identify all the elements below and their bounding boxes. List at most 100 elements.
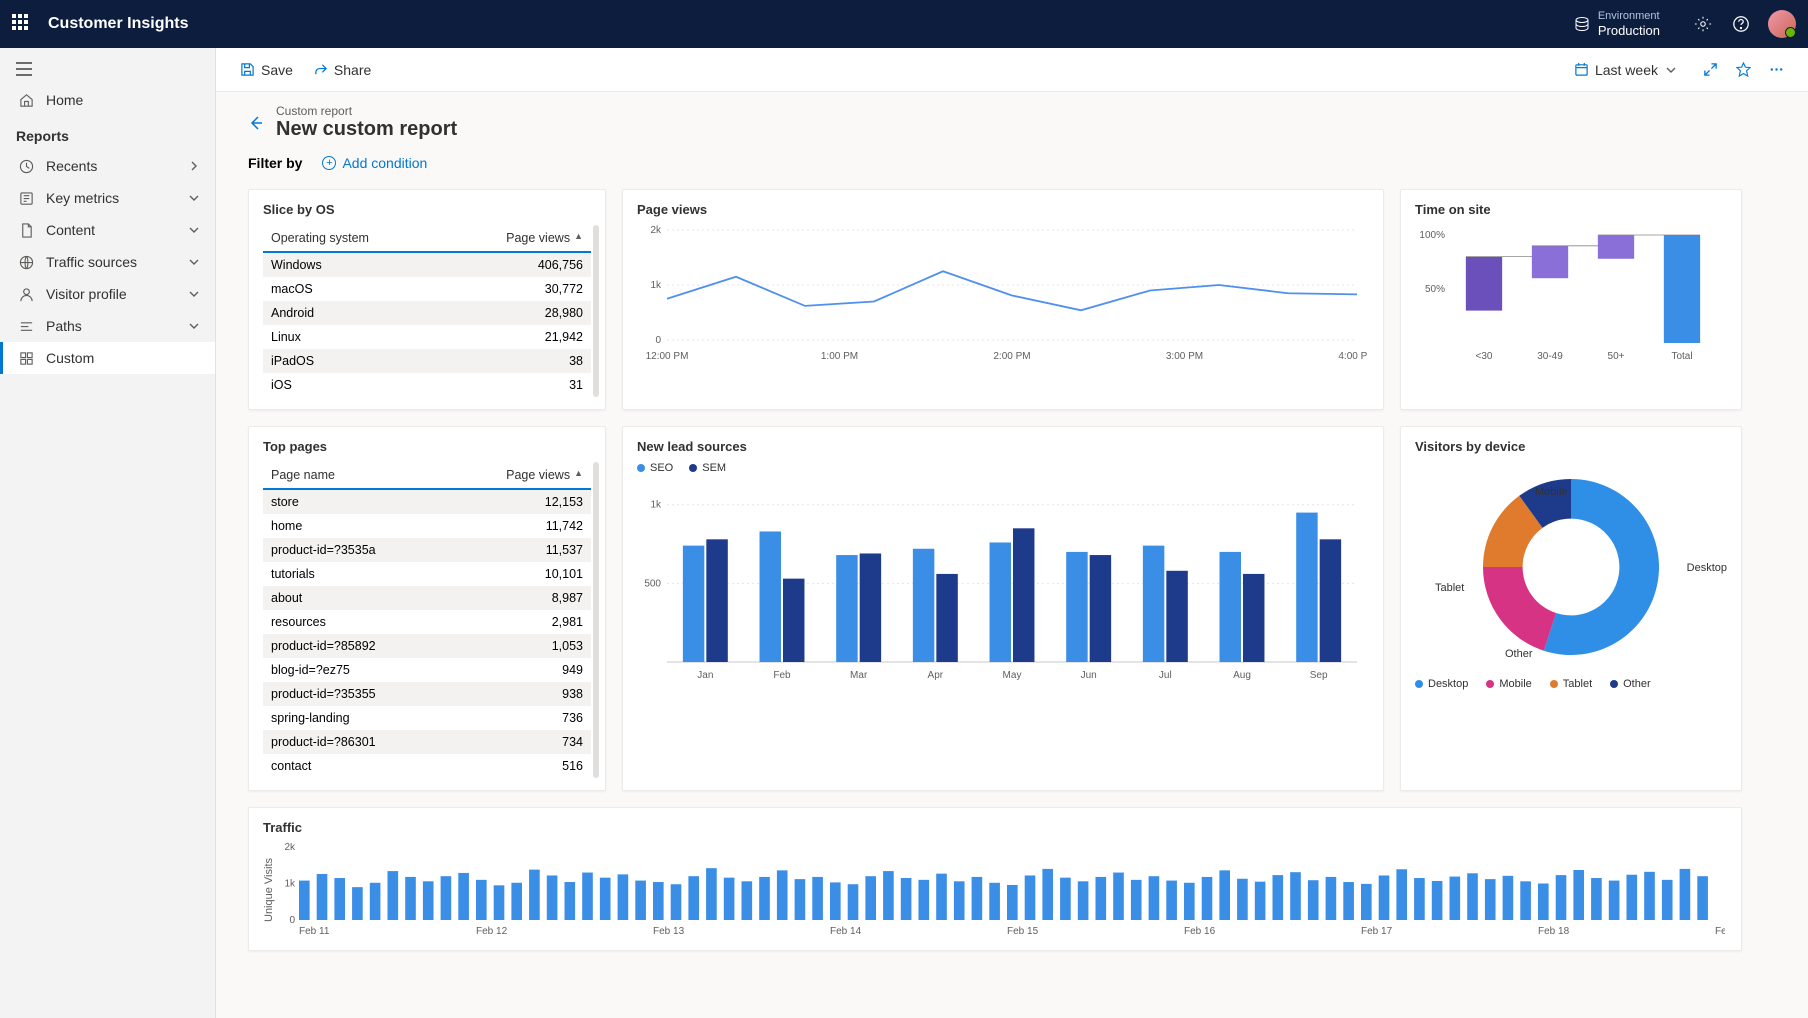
- share-button[interactable]: Share: [313, 62, 371, 78]
- doc-icon: [16, 223, 36, 238]
- paths-icon: [16, 319, 36, 334]
- svg-text:0: 0: [655, 335, 661, 346]
- waterfall-chart: 100%50%<3030-4950+Total: [1415, 225, 1725, 365]
- svg-text:12:00 PM: 12:00 PM: [646, 351, 689, 362]
- chevron-icon: [189, 193, 199, 203]
- donut-label: Tablet: [1435, 582, 1464, 594]
- donut-label: Other: [1505, 648, 1533, 660]
- card-page-views: Page views 2k1k012:00 PM1:00 PM2:00 PM3:…: [622, 189, 1384, 410]
- table-row[interactable]: iPadOS38: [263, 349, 591, 373]
- svg-text:2k: 2k: [284, 843, 296, 853]
- person-icon: [16, 287, 36, 302]
- table-row[interactable]: spring-landing736: [263, 706, 591, 730]
- table-row[interactable]: product-id=?35355938: [263, 682, 591, 706]
- cell: 11,742: [546, 519, 583, 533]
- cell: 28,980: [545, 306, 583, 320]
- cell: iOS: [271, 378, 292, 392]
- menu-toggle-icon[interactable]: [0, 54, 215, 84]
- donut-label: Mobile: [1535, 486, 1567, 498]
- table-row[interactable]: Windows406,756: [263, 253, 591, 277]
- table-row[interactable]: Android 28,980: [263, 301, 591, 325]
- add-condition-button[interactable]: + Add condition: [322, 155, 427, 171]
- back-button[interactable]: [248, 115, 264, 131]
- chevron-down-icon: [1666, 65, 1676, 75]
- environment-icon: [1574, 16, 1590, 32]
- environment-value: Production: [1598, 23, 1660, 39]
- sidebar-item-label: Content: [46, 222, 95, 238]
- chevron-icon: [189, 289, 199, 299]
- user-avatar[interactable]: [1768, 10, 1796, 38]
- table-header[interactable]: Operating system Page views ▲: [263, 225, 591, 253]
- card-title: Traffic: [263, 820, 1727, 835]
- sidebar: Home Reports RecentsKey metricsContentTr…: [0, 48, 216, 1018]
- cell: home: [271, 519, 302, 533]
- table-header[interactable]: Page name Page views ▲: [263, 462, 591, 490]
- environment-label: Environment: [1598, 10, 1660, 23]
- legend-item: SEO: [637, 462, 673, 474]
- svg-text:Feb 15: Feb 15: [1007, 926, 1039, 937]
- home-icon: [16, 93, 36, 108]
- table-row[interactable]: about8,987: [263, 586, 591, 610]
- more-icon[interactable]: [1769, 62, 1784, 77]
- sidebar-item-custom[interactable]: Custom: [0, 342, 215, 374]
- favorite-icon[interactable]: [1736, 62, 1751, 77]
- date-range-picker[interactable]: Last week: [1565, 57, 1685, 83]
- table-row[interactable]: product-id=?3535a11,537: [263, 538, 591, 562]
- expand-icon[interactable]: [1703, 62, 1718, 77]
- svg-text:Aug: Aug: [1233, 670, 1251, 681]
- legend-item: Mobile: [1486, 678, 1531, 690]
- legend-item: Tablet: [1550, 678, 1592, 690]
- svg-text:3:00 PM: 3:00 PM: [1166, 351, 1203, 362]
- calendar-icon: [1574, 62, 1589, 77]
- table-row[interactable]: contact516: [263, 754, 591, 778]
- bar-chart: 1k500JanFebMarAprMayJunJulAugSep: [637, 484, 1367, 684]
- sidebar-item-traffic-sources[interactable]: Traffic sources: [0, 246, 215, 278]
- legend-item: Other: [1610, 678, 1651, 690]
- help-icon[interactable]: [1732, 15, 1750, 33]
- sidebar-item-key-metrics[interactable]: Key metrics: [0, 182, 215, 214]
- cell: product-id=?35355: [271, 687, 376, 701]
- bar-chart: 2k1k0Feb 11Feb 12Feb 13Feb 14Feb 15Feb 1…: [275, 843, 1725, 938]
- table-row[interactable]: iOS31: [263, 373, 591, 397]
- settings-icon[interactable]: [1694, 15, 1712, 33]
- donut-label: Desktop: [1687, 562, 1727, 574]
- card-title: Slice by OS: [263, 202, 591, 217]
- table-row[interactable]: blog-id=?ez75949: [263, 658, 591, 682]
- sidebar-item-content[interactable]: Content: [0, 214, 215, 246]
- svg-text:Feb: Feb: [773, 670, 791, 681]
- svg-text:100%: 100%: [1419, 230, 1445, 241]
- sidebar-item-label: Traffic sources: [46, 254, 137, 270]
- sidebar-home[interactable]: Home: [0, 84, 215, 116]
- chart-legend: Desktop Mobile Tablet Other: [1415, 678, 1727, 690]
- svg-text:4:00 PM: 4:00 PM: [1338, 351, 1367, 362]
- table-row[interactable]: store12,153: [263, 490, 591, 514]
- command-bar: Save Share Last week: [216, 48, 1808, 92]
- sidebar-item-visitor-profile[interactable]: Visitor profile: [0, 278, 215, 310]
- y-axis-label: Unique Visits: [263, 843, 275, 938]
- table-row[interactable]: macOS30,772: [263, 277, 591, 301]
- col-header: Operating system: [271, 231, 369, 245]
- card-title: Page views: [637, 202, 1369, 217]
- table-row[interactable]: home 11,742: [263, 514, 591, 538]
- table-row[interactable]: product-id=?858921,053: [263, 634, 591, 658]
- cell: store: [271, 495, 299, 509]
- sidebar-item-label: Visitor profile: [46, 286, 127, 302]
- line-chart: 2k1k012:00 PM1:00 PM2:00 PM3:00 PM4:00 P…: [637, 225, 1367, 365]
- svg-text:2:00 PM: 2:00 PM: [993, 351, 1030, 362]
- sidebar-item-paths[interactable]: Paths: [0, 310, 215, 342]
- table-row[interactable]: resources2,981: [263, 610, 591, 634]
- cell: Android: [271, 306, 314, 320]
- svg-text:50%: 50%: [1425, 284, 1445, 295]
- table-row[interactable]: product-id=?86301734: [263, 730, 591, 754]
- table-row[interactable]: tutorials10,101: [263, 562, 591, 586]
- top-header: Customer Insights Environment Production: [0, 0, 1808, 48]
- table-row[interactable]: Linux21,942: [263, 325, 591, 349]
- sidebar-item-recents[interactable]: Recents: [0, 150, 215, 182]
- app-launcher-icon[interactable]: [12, 14, 32, 34]
- cell: resources: [271, 615, 326, 629]
- environment-selector[interactable]: Environment Production: [1574, 10, 1660, 39]
- cell: tutorials: [271, 567, 315, 581]
- legend-item: Desktop: [1415, 678, 1468, 690]
- save-button[interactable]: Save: [240, 62, 293, 78]
- chevron-icon: [189, 225, 199, 235]
